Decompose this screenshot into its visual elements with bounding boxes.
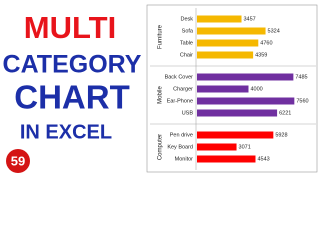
category-label: Pen drive	[170, 132, 193, 138]
data-label: 5928	[275, 132, 287, 138]
data-label: 5324	[268, 28, 280, 34]
bar	[197, 73, 294, 81]
title-line: CHART	[14, 79, 129, 116]
data-label: 4543	[257, 156, 269, 162]
category-label: Monitor	[175, 156, 194, 162]
data-label: 3457	[244, 16, 256, 22]
badge-number: 59	[11, 153, 25, 168]
bar	[197, 27, 266, 35]
category-label: Charger	[173, 86, 193, 92]
bar	[197, 97, 295, 105]
category-label: USB	[182, 110, 194, 116]
bar	[197, 109, 278, 117]
title-line: CATEGORY	[3, 51, 142, 79]
bar	[197, 143, 237, 151]
category-label: Back Cover	[165, 74, 194, 80]
thumbnail: MULTI CATEGORY CHART IN EXCEL 59 Desk 345…	[3, 4, 318, 173]
group-label: Computer	[158, 134, 164, 160]
data-label: 4760	[260, 40, 272, 46]
badge	[6, 149, 30, 173]
data-label: 3071	[239, 144, 251, 150]
data-label: 7485	[295, 74, 307, 80]
bar	[197, 51, 254, 59]
bar	[197, 85, 249, 93]
category-label: Desk	[180, 16, 193, 22]
data-label: 4359	[255, 52, 267, 58]
category-label: Table	[180, 40, 193, 46]
title-line: MULTI	[24, 10, 116, 45]
group-label: Mobile	[158, 86, 164, 104]
category-label: Sofa	[182, 28, 194, 34]
bar	[197, 155, 256, 163]
data-label: 7560	[296, 98, 308, 104]
category-label: Key Board	[167, 144, 193, 150]
category-label: Ear-Phone	[167, 98, 193, 104]
bar	[197, 39, 259, 47]
data-label: 4000	[251, 86, 263, 92]
bar	[197, 15, 242, 23]
group-label: Furniture	[158, 24, 164, 49]
title-line: IN EXCEL	[20, 121, 112, 143]
bar	[197, 131, 274, 139]
data-label: 6221	[279, 110, 291, 116]
category-label: Chair	[180, 52, 193, 58]
